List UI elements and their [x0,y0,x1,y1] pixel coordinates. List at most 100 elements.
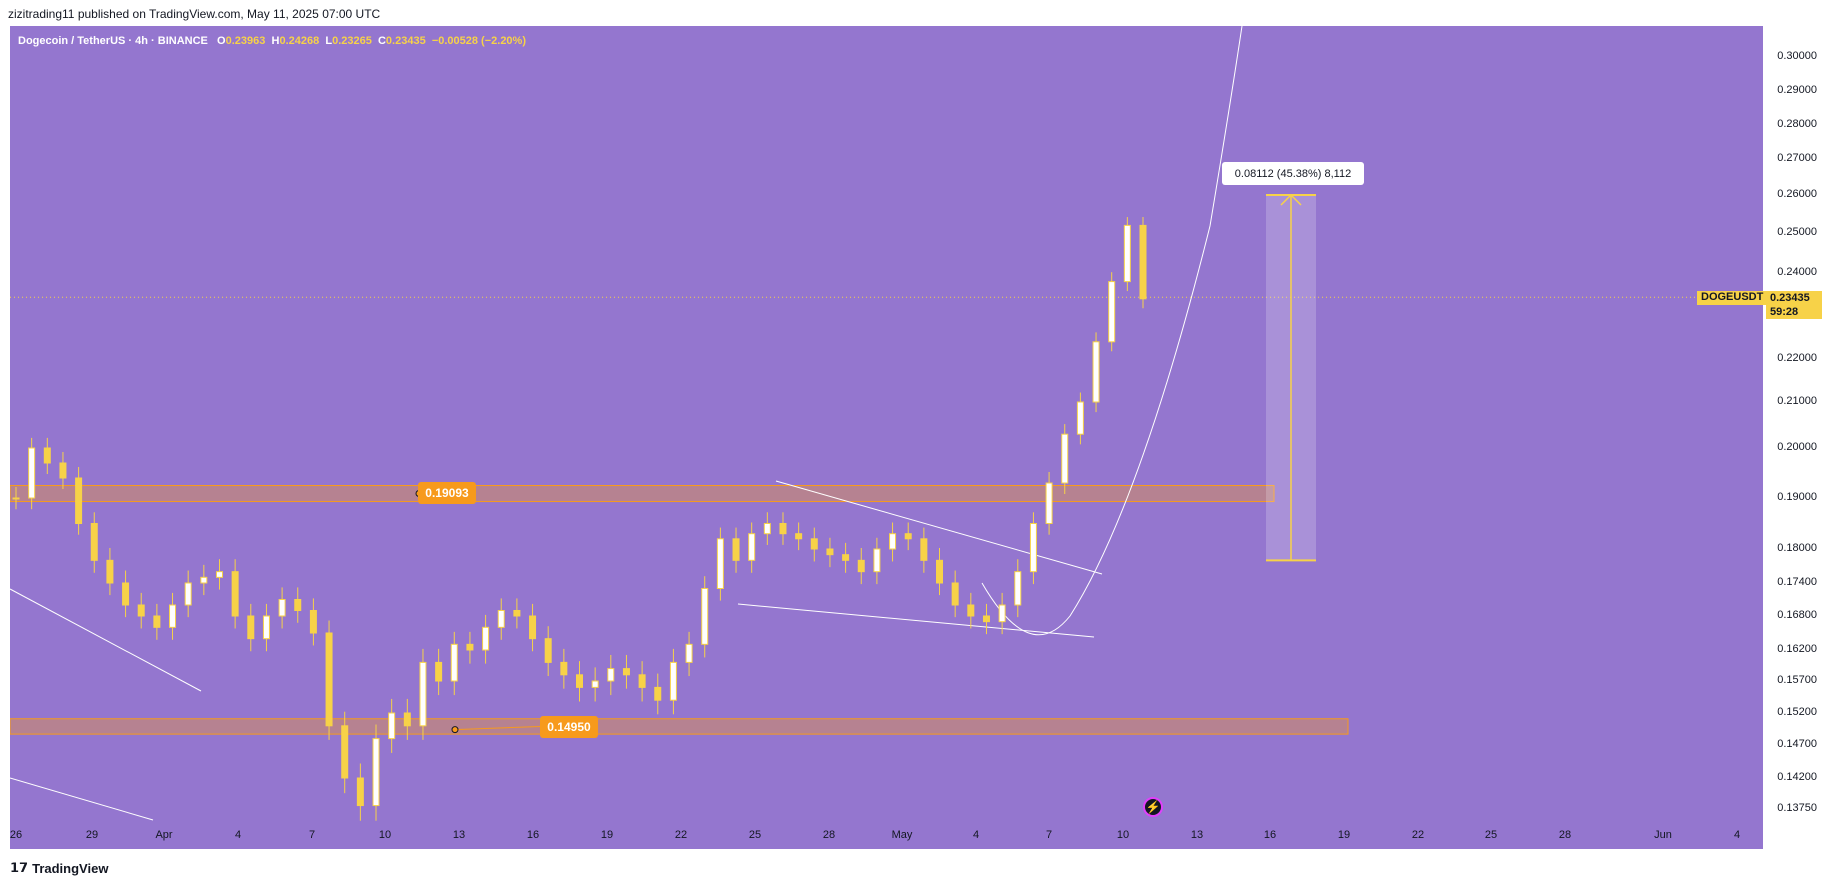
candle-body [325,632,333,727]
wedge-upper-line [775,480,1103,575]
price-axis-label: 0.24000 [1777,266,1817,278]
time-axis-label: 26 [9,829,23,841]
time-axis-label: 7 [308,829,316,841]
candle-body [122,582,130,606]
current-price-tag: 0.23435 59:28 [1766,291,1822,319]
candle-body [372,738,380,807]
price-axis-label: 0.13750 [1777,802,1817,814]
current-price-value: 0.23435 [1770,292,1810,304]
time-axis-label: 10 [1116,829,1130,841]
candle-body [75,477,83,524]
candle-body [1029,523,1037,573]
candle-body [497,610,505,628]
price-axis-label: 0.27000 [1777,152,1817,164]
candle-body [779,523,787,535]
time-axis-label: 7 [1045,829,1053,841]
candle-body [28,447,36,499]
candle-body [419,661,427,727]
candle-body [200,576,208,584]
candle-body [826,548,834,556]
candle-body [1123,224,1131,283]
publisher-text: zizitrading11 published on TradingView.c… [8,7,381,21]
candle-body [1139,224,1147,300]
candle-body [1092,341,1100,403]
candle-body [622,668,630,676]
candle-body [920,538,928,561]
lower-zone-label: 0.14950 [540,716,598,738]
candle-body [560,661,568,676]
candle-body [904,533,912,540]
close-label: C [377,35,386,47]
candle-body [309,610,317,634]
time-axis-label: 19 [600,829,614,841]
candle-body [1108,281,1116,343]
price-axis-label: 0.14700 [1777,738,1817,750]
price-axis-label: 0.29000 [1777,84,1817,96]
candle-body [1061,433,1069,484]
candle-body [544,638,552,663]
candle-body [607,668,615,682]
lightning-icon[interactable]: ⚡ [1143,797,1163,817]
candle-body [482,626,490,651]
candle-body [951,582,959,606]
time-axis-label: 22 [1411,829,1425,841]
candle-body [638,674,646,688]
candle-body [810,538,818,550]
price-axis-label: 0.17400 [1777,576,1817,588]
candle-body [732,538,740,561]
time-axis-label: Apr [155,829,173,841]
upper-support-zone [10,485,1275,503]
price-axis-label: 0.15700 [1777,674,1817,686]
candle-body [403,712,411,727]
candle-body [356,777,364,807]
time-axis-label: 25 [748,829,762,841]
time-axis-label: 29 [85,829,99,841]
chart-canvas[interactable] [10,26,1763,849]
price-axis-label: 0.18000 [1777,542,1817,554]
parabolic-curve [981,26,1243,636]
time-axis-label: 13 [452,829,466,841]
candle-body [1014,571,1022,606]
time-axis-label: 22 [674,829,688,841]
tradingview-mark-icon: 𝟭𝟳 [10,860,29,875]
candle-body [716,538,724,589]
candle-body [685,643,693,663]
chart-pane[interactable] [10,26,1763,849]
symbol-name: Dogecoin / TetherUS · 4h · BINANCE [18,35,208,47]
upper-zone-label: 0.19093 [418,482,476,504]
bar-countdown: 59:28 [1770,306,1799,318]
time-axis-label: 4 [234,829,242,841]
wedge-lower-line [737,603,1095,638]
time-axis-label: 10 [378,829,392,841]
candle-body [1076,401,1084,435]
symbol-legend: Dogecoin / TetherUS · 4h · BINANCE O0.23… [18,35,526,47]
candle-body [529,615,537,640]
candle-body [43,447,51,464]
measure-label: 0.08112 (45.38%) 8,112 [1222,162,1364,185]
lower-zone-pointer [454,725,541,731]
time-axis-label: 19 [1337,829,1351,841]
candle-body [450,643,458,682]
change-value: −0.00528 (−2.20%) [431,35,526,47]
time-axis-label: 4 [1733,829,1741,841]
candle-body [873,548,881,573]
candle-body [435,661,443,682]
tradingview-brand: TradingView [32,860,109,876]
ticker-tag: DOGEUSDT [1697,291,1767,305]
price-axis-label: 0.16800 [1777,609,1817,621]
measure-arrow-head [1280,193,1302,206]
time-axis-label: 16 [1263,829,1277,841]
candle-body [231,571,239,617]
price-axis-label: 0.21000 [1777,395,1817,407]
candle-body [669,661,677,701]
candle-body [341,725,349,779]
candle-body [1045,482,1053,524]
price-axis-label: 0.26000 [1777,188,1817,200]
time-axis-label: 13 [1190,829,1204,841]
tradingview-logo[interactable]: 𝟭𝟳 TradingView [10,860,108,876]
candle-body [967,604,975,617]
price-axis-label: 0.22000 [1777,352,1817,364]
candle-body [591,680,599,688]
time-axis-label: Jun [1654,829,1672,841]
close-value: 0.23435 [385,35,426,47]
